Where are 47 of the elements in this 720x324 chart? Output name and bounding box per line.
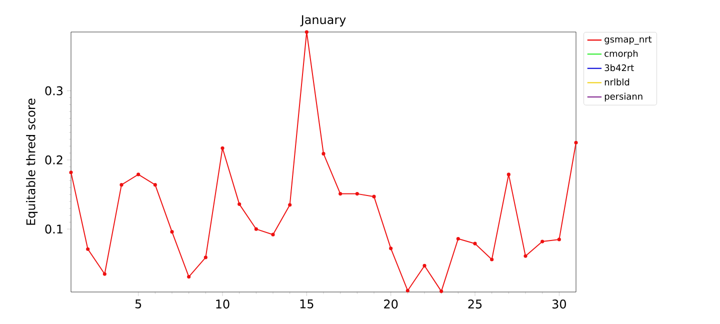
point	[271, 232, 275, 236]
point	[86, 247, 90, 251]
point	[254, 227, 258, 231]
point	[440, 290, 444, 294]
point	[524, 254, 528, 258]
point	[372, 194, 376, 198]
point	[238, 202, 242, 206]
point	[102, 272, 106, 276]
point	[153, 183, 157, 187]
point	[574, 140, 578, 144]
point	[540, 240, 544, 244]
x-tick-label: 20	[384, 300, 398, 309]
point	[120, 183, 124, 187]
point	[557, 238, 561, 242]
point	[406, 288, 410, 292]
point	[322, 152, 326, 156]
point	[288, 203, 292, 207]
point	[338, 192, 342, 196]
point	[170, 230, 174, 234]
point	[422, 264, 426, 268]
point	[187, 274, 191, 279]
point	[220, 146, 224, 150]
y-tick-label: 0.3	[45, 86, 63, 96]
point	[304, 30, 308, 34]
point	[355, 192, 359, 196]
y-tick-label: 0.2	[45, 155, 62, 164]
point	[69, 170, 73, 174]
point	[136, 172, 140, 176]
point	[389, 246, 393, 250]
point	[490, 258, 494, 262]
legend-label: gsmap_nrt	[604, 36, 652, 45]
x-tick-label: 25	[468, 300, 482, 309]
legend-label: persiann	[604, 92, 642, 102]
x-tick-label: 5	[135, 300, 142, 308]
point	[456, 236, 460, 241]
x-tick-label: 15	[300, 300, 314, 308]
point	[204, 256, 208, 260]
x-tick-label: 10	[216, 300, 230, 309]
legend-label: nrlbld	[604, 78, 630, 86]
y-axis-title: Equitable thred score	[26, 98, 38, 225]
legend-label: 3b42rt	[604, 64, 634, 72]
point	[506, 172, 510, 176]
point	[473, 242, 477, 246]
chart-title: January	[300, 15, 346, 26]
x-tick-label: 30	[552, 300, 566, 309]
legend-label: cmorph	[604, 50, 638, 59]
y-tick-label: 0.1	[45, 224, 62, 234]
